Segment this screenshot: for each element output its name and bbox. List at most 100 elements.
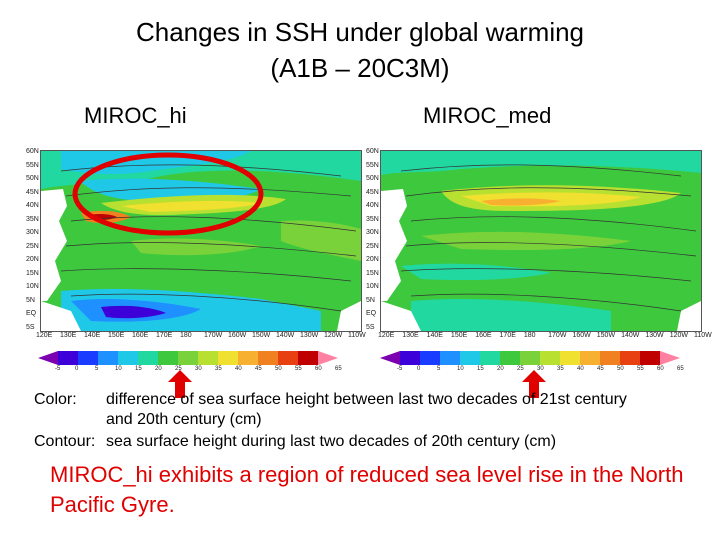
colorbar-tick-label: 35 [557, 366, 564, 372]
lat-tick-label: 5S [366, 324, 375, 331]
colorbar-swatch [460, 351, 481, 365]
lon-tick-label: 150W [596, 332, 616, 339]
colorbar-swatch [158, 351, 179, 365]
colorbar-swatch [380, 351, 400, 365]
lon-tick-label: 150W [252, 332, 271, 339]
colorbar-tick-label: 30 [537, 366, 544, 372]
legend-color-description: difference of sea surface height between… [106, 391, 627, 428]
colorbar-swatch [298, 351, 319, 365]
lon-tick-label: 160W [228, 332, 247, 339]
colorbar-swatch [78, 351, 99, 365]
colorbar-tick-label: 50 [617, 366, 624, 372]
colorbar-swatch [138, 351, 159, 365]
colorbar-swatch [540, 351, 561, 365]
legend-contour-description: sea surface height during last two decad… [106, 433, 557, 450]
colorbar-swatch [400, 351, 421, 365]
colorbar-tick-label: 45 [255, 366, 262, 372]
colorbar-tick-label: 30 [195, 366, 202, 372]
colorbar-tick-label: 45 [597, 366, 604, 372]
colorbar-swatch [620, 351, 641, 365]
lat-tick-label: 35N [26, 215, 39, 223]
colorbar-tick-label: -5 [55, 366, 61, 372]
colorbar-tick-label: 25 [175, 366, 182, 372]
lon-tick-label: 170E [499, 332, 516, 339]
colorbar-swatch [38, 351, 58, 365]
colorbar-swatch [198, 351, 219, 365]
lon-tick-label: 150E [450, 332, 468, 339]
colorbar-swatch [118, 351, 139, 365]
lat-tick-label: 55N [366, 161, 379, 169]
colorbar-swatch [600, 351, 621, 365]
lat-tick-label: 50N [366, 175, 379, 183]
colorbar-tick-label: 60 [657, 366, 664, 372]
colorbar-tick-label: 15 [477, 366, 484, 372]
lon-tick-label: 160E [132, 332, 149, 339]
colorbar-swatch [500, 351, 521, 365]
slide-title-line2: (A1B – 20C3M) [270, 53, 450, 83]
conclusion-text: MIROC_hi exhibits a region of reduced se… [50, 462, 684, 517]
ssh-map-miroc-med-image [381, 151, 701, 331]
colorbar-swatch [420, 351, 441, 365]
lon-tick-label: 140E [84, 332, 101, 339]
lon-tick-label: 120W [669, 332, 688, 339]
lat-tick-label: 25N [366, 242, 379, 250]
colorbar-tick-label: 65 [335, 366, 342, 372]
colorbar-tick-label: 0 [417, 366, 421, 372]
colorbar-swatch [440, 351, 461, 365]
lat-tick-label: 60N [26, 148, 39, 155]
colorbar-swatch [560, 351, 581, 365]
panel-label-miroc-med: MIROC_med [423, 103, 552, 128]
lon-tick-label: 140W [276, 332, 295, 339]
lon-tick-label: 140E [426, 332, 443, 339]
lon-tick-label: 130W [300, 332, 319, 339]
ssh-map-miroc-hi [40, 150, 362, 332]
colorbar-tick-label: 65 [677, 366, 684, 372]
lat-tick-label: EQ [26, 310, 37, 318]
lat-tick-label: EQ [366, 310, 377, 318]
lon-tick-label: 170W [548, 332, 567, 339]
colorbar-swatch [178, 351, 199, 365]
lat-tick-label: 45N [26, 188, 39, 196]
lat-tick-label: 45N [366, 188, 379, 196]
slide-title-line1: Changes in SSH under global warming [135, 17, 585, 47]
colorbar-tick-label: 25 [517, 366, 524, 372]
lon-tick-label: 150E [108, 332, 125, 339]
colorbar-tick-label: 20 [497, 366, 504, 372]
lat-tick-label: 50N [26, 175, 39, 183]
colorbar-swatch [580, 351, 601, 365]
lon-tick-label: 180 [180, 332, 192, 339]
colorbar-swatch [660, 351, 680, 365]
colorbar-tick-label: 20 [155, 366, 162, 372]
ssh-map-miroc-hi-image [41, 151, 361, 331]
colorbar-swatch [58, 351, 79, 365]
lon-tick-label: 140W [621, 332, 640, 339]
colorbar-tick-label: 50 [275, 366, 282, 372]
colorbar-miroc-med [380, 351, 680, 365]
lat-tick-label: 35N [366, 215, 379, 223]
arrow-up-icon [522, 370, 546, 398]
lon-tick-label: 120W [324, 332, 343, 339]
lat-tick-label: 30N [366, 229, 379, 237]
lat-tick-label: 20N [26, 256, 39, 264]
lon-tick-label: 120E [378, 332, 395, 339]
colorbar-ticks-miroc-med: -5 0 5 10 15 20 25 30 35 40 45 50 55 60 65 [380, 366, 684, 374]
colorbar-tick-label: 10 [115, 366, 122, 372]
lat-tick-label: 5N [366, 296, 375, 304]
highlight-oval [72, 152, 264, 236]
lon-axis-miroc-hi: 120E 130E 140E 150E 160E 170E 180 170W 160W 150W 1… [36, 332, 366, 342]
colorbar-swatch [218, 351, 239, 365]
colorbar-swatch [238, 351, 259, 365]
colorbar-tick-label: 55 [295, 366, 302, 372]
lat-tick-label: 40N [26, 202, 39, 210]
legend-color-key: Color: [34, 391, 77, 408]
colorbar-swatch [318, 351, 338, 365]
legend-contour-key: Contour: [34, 433, 96, 450]
lat-tick-label: 15N [26, 269, 39, 277]
lat-tick-label: 15N [366, 269, 379, 277]
lat-tick-label: 20N [366, 256, 379, 264]
lon-tick-label: 180 [523, 332, 536, 339]
colorbar-swatch [258, 351, 279, 365]
colorbar-swatch [278, 351, 299, 365]
lat-tick-label: 30N [26, 229, 39, 237]
colorbar-swatch [640, 351, 661, 365]
